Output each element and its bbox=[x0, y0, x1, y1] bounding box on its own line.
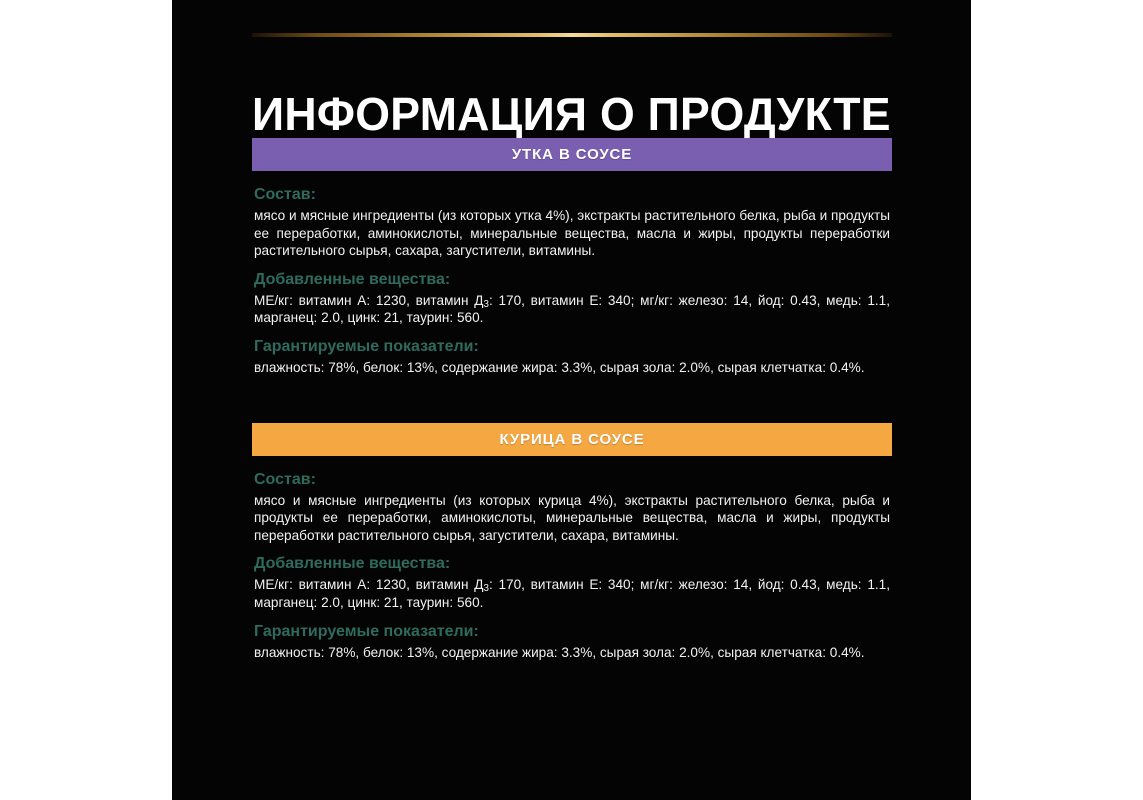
section-banner-label: УТКА В СОУСЕ bbox=[511, 146, 633, 163]
section-body-duck: Состав: мясо и мясные ингредиенты (из ко… bbox=[252, 184, 892, 377]
content-panel: ИНФОРМАЦИЯ О ПРОДУКТЕ УТКА В СОУСЕ Соста… bbox=[172, 0, 971, 800]
field-additives: Добавленные вещества: МЕ/кг: витамин А: … bbox=[254, 553, 890, 611]
additives-prefix: МЕ/кг: витамин А: 1230, витамин Д bbox=[254, 577, 484, 593]
product-section-duck: УТКА В СОУСЕ Состав: мясо и мясные ингре… bbox=[252, 138, 892, 377]
product-sections: УТКА В СОУСЕ Состав: мясо и мясные ингре… bbox=[252, 138, 892, 661]
field-additives: Добавленные вещества: МЕ/кг: витамин А: … bbox=[254, 269, 890, 327]
additives-suffix: : 170, витамин Е: 340; мг/кг: железо: 14… bbox=[254, 577, 890, 610]
field-composition: Состав: мясо и мясные ингредиенты (из ко… bbox=[254, 184, 890, 260]
field-value-guaranteed: влажность: 78%, белок: 13%, содержание ж… bbox=[254, 644, 865, 660]
field-label-additives: Добавленные вещества: bbox=[254, 270, 451, 288]
field-label-composition: Состав: bbox=[254, 470, 316, 488]
section-body-chicken: Состав: мясо и мясные ингредиенты (из ко… bbox=[252, 469, 892, 662]
section-banner-chicken: КУРИЦА В СОУСЕ bbox=[252, 422, 892, 456]
field-composition: Состав: мясо и мясные ингредиенты (из ко… bbox=[254, 469, 890, 545]
section-banner-duck: УТКА В СОУСЕ bbox=[252, 138, 892, 171]
gold-divider-rule bbox=[252, 33, 892, 37]
field-label-guaranteed: Гарантируемые показатели: bbox=[254, 337, 479, 355]
field-label-additives: Добавленные вещества: bbox=[254, 555, 451, 573]
field-guaranteed: Гарантируемые показатели: влажность: 78%… bbox=[254, 621, 890, 662]
field-value-composition: мясо и мясные ингредиенты (из которых ку… bbox=[254, 492, 890, 543]
additives-subscript: 3 bbox=[483, 583, 489, 595]
field-label-composition: Состав: bbox=[254, 186, 316, 203]
field-value-guaranteed: влажность: 78%, белок: 13%, содержание ж… bbox=[254, 359, 865, 375]
field-label-guaranteed: Гарантируемые показатели: bbox=[254, 622, 479, 640]
page-title: ИНФОРМАЦИЯ О ПРОДУКТЕ bbox=[252, 87, 891, 140]
product-section-chicken: КУРИЦА В СОУСЕ Состав: мясо и мясные инг… bbox=[252, 422, 892, 662]
field-value-composition: мясо и мясные ингредиенты (из которых ут… bbox=[254, 208, 890, 259]
additives-suffix: : 170, витамин Е: 340; мг/кг: железо: 14… bbox=[254, 292, 890, 326]
field-guaranteed: Гарантируемые показатели: влажность: 78%… bbox=[254, 336, 890, 377]
section-banner-label: КУРИЦА В СОУСЕ bbox=[499, 430, 645, 448]
additives-subscript: 3 bbox=[483, 298, 489, 310]
field-value-additives: МЕ/кг: витамин А: 1230, витамин Д3: 170,… bbox=[254, 576, 890, 611]
field-value-additives: МЕ/кг: витамин А: 1230, витамин Д3: 170,… bbox=[254, 292, 890, 327]
additives-prefix: МЕ/кг: витамин А: 1230, витамин Д bbox=[254, 292, 484, 308]
